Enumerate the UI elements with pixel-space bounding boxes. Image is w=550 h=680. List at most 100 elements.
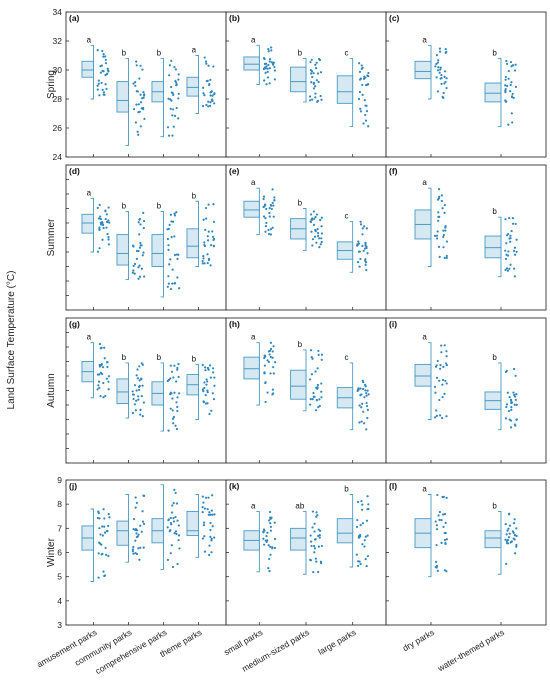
data-point — [319, 529, 322, 532]
data-point — [310, 81, 313, 84]
data-point — [311, 238, 315, 241]
data-point — [177, 253, 180, 256]
data-point — [132, 108, 136, 111]
data-point — [142, 251, 145, 254]
panel-frame — [65, 164, 227, 311]
data-point — [508, 216, 511, 220]
data-point — [102, 53, 105, 56]
data-point — [137, 103, 140, 106]
data-point — [504, 249, 507, 252]
data-point — [359, 107, 362, 110]
data-point — [132, 552, 135, 555]
data-point — [364, 389, 367, 392]
data-point — [208, 412, 211, 416]
data-point — [97, 576, 100, 579]
y-axis-label: Land Surface Temperature (°C) — [6, 271, 17, 410]
data-point — [318, 237, 321, 240]
data-point — [211, 392, 214, 395]
data-point — [209, 521, 212, 525]
data-point — [440, 344, 443, 347]
data-point — [136, 130, 139, 133]
panel-frame — [65, 11, 227, 158]
data-point — [136, 368, 139, 371]
data-point — [267, 566, 270, 570]
data-point — [269, 341, 273, 344]
data-point — [318, 536, 321, 539]
data-point — [210, 509, 213, 512]
data-point — [143, 93, 146, 96]
data-point — [311, 398, 314, 401]
data-point — [443, 82, 446, 85]
data-point — [212, 397, 216, 401]
data-point — [365, 564, 368, 568]
data-point — [137, 221, 140, 224]
data-point — [176, 405, 179, 409]
data-point — [201, 495, 204, 498]
data-point — [210, 90, 213, 94]
data-point — [358, 90, 362, 94]
box-iqr — [243, 200, 260, 218]
data-point — [435, 543, 438, 547]
data-point — [310, 58, 313, 61]
data-point — [212, 65, 215, 68]
data-point — [312, 395, 315, 398]
data-point — [504, 78, 507, 81]
data-point — [138, 233, 141, 236]
data-point — [139, 93, 142, 96]
panel-label: (j) — [69, 481, 77, 491]
box-iqr — [186, 228, 199, 259]
data-point — [357, 564, 360, 567]
significance-letter: b — [192, 191, 197, 200]
data-point — [272, 392, 275, 395]
data-point — [507, 527, 510, 530]
data-point — [98, 226, 101, 229]
box-community-parks: b — [116, 353, 145, 463]
data-point — [201, 537, 205, 540]
data-point — [311, 98, 314, 101]
data-point — [311, 510, 315, 513]
data-point — [434, 391, 437, 394]
data-point — [273, 65, 276, 69]
data-point — [308, 95, 312, 98]
data-point — [262, 205, 265, 209]
data-point — [169, 287, 173, 291]
data-point — [312, 223, 316, 226]
y-tick-label: 5 — [57, 572, 62, 582]
data-point — [510, 81, 513, 84]
significance-letter: b — [122, 48, 127, 57]
data-point — [170, 59, 173, 62]
data-point — [135, 103, 138, 106]
data-point — [314, 557, 317, 560]
data-point — [208, 511, 211, 514]
data-point — [513, 267, 516, 270]
data-point — [513, 403, 516, 406]
data-point — [268, 215, 271, 218]
data-point — [207, 64, 210, 67]
data-point — [212, 238, 215, 242]
data-point — [174, 530, 178, 533]
data-point — [206, 235, 209, 238]
data-point — [209, 528, 212, 532]
data-point — [105, 377, 109, 380]
data-point — [99, 395, 102, 398]
data-point — [138, 379, 141, 382]
data-point — [436, 493, 439, 497]
data-point — [505, 59, 508, 63]
data-point — [315, 241, 318, 244]
data-point — [173, 65, 176, 69]
data-point — [504, 88, 507, 91]
data-point — [207, 105, 210, 108]
data-point — [266, 531, 269, 534]
box-iqr — [186, 76, 199, 97]
box-comprehensive-parks: b — [151, 48, 180, 157]
data-point — [366, 416, 369, 420]
data-point — [512, 249, 516, 252]
box-iqr — [336, 75, 354, 104]
data-point — [508, 396, 511, 399]
y-tick-label: 8 — [57, 499, 62, 509]
data-point — [138, 275, 142, 278]
data-point — [262, 528, 266, 531]
data-point — [102, 396, 105, 399]
data-point — [313, 538, 317, 541]
